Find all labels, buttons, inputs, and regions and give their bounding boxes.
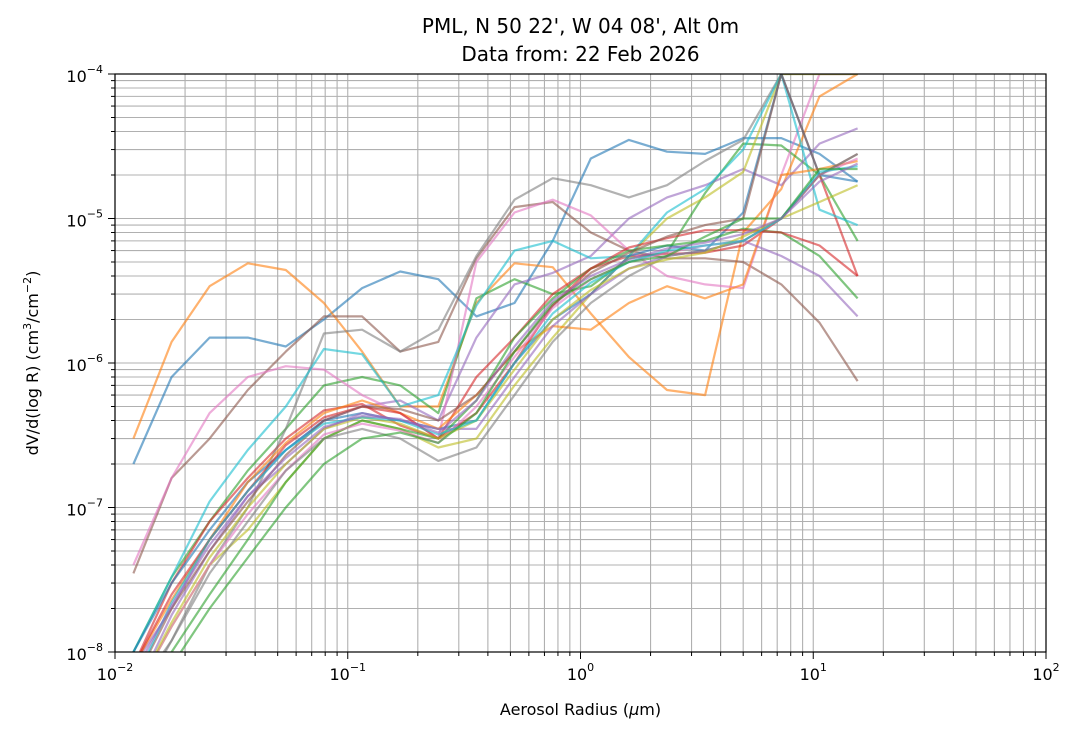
y-tick-labels: 10−8 10−7 10−6 10−5 10−4 (66, 63, 103, 664)
x-tick-label: 10−2 (97, 661, 134, 684)
x-tick-labels: 10−2 10−1 100 101 102 (97, 661, 1060, 684)
series-line-s13 (170, 227, 859, 652)
series-line-s2 (132, 74, 859, 440)
x-axis-label: Aerosol Radius (μm) (500, 700, 661, 719)
series-line-s6 (132, 200, 859, 574)
series-line-s20 (147, 165, 858, 652)
series-line-s4 (138, 173, 859, 652)
axis-ticks (108, 73, 1047, 659)
grid-lines (114, 73, 1047, 653)
x-tick-label: 100 (567, 661, 594, 684)
y-axis-label-group: dV/d(log R) (cm3/cm−2) (21, 271, 42, 456)
x-tick-label: 102 (1032, 661, 1059, 684)
chart-title: PML, N 50 22', W 04 08', Alt 0m (422, 14, 739, 38)
series-line-s21 (179, 167, 858, 652)
series-line-s8 (162, 74, 858, 652)
series-line-s19 (154, 184, 859, 652)
y-tick-label: 10−8 (66, 641, 103, 664)
x-tick-label: 101 (800, 661, 827, 684)
series-line-s1 (132, 137, 859, 465)
series-line-s22 (144, 162, 859, 652)
series-lines (132, 74, 859, 652)
y-tick-label: 10−6 (66, 352, 103, 375)
x-tick-label: 10−1 (329, 661, 366, 684)
y-tick-label: 10−4 (66, 63, 103, 86)
y-tick-label: 10−7 (66, 497, 103, 520)
y-tick-label: 10−5 (66, 208, 103, 231)
y-axis-label: dV/d(log R) (cm3/cm−2) (21, 271, 42, 456)
series-line-s3 (132, 142, 859, 652)
series-line-s9 (156, 74, 858, 652)
series-line-s10 (132, 74, 859, 652)
series-line-s16 (148, 74, 859, 652)
series-line-s14 (139, 229, 859, 652)
series-line-s17 (156, 157, 859, 652)
chart-subtitle: Data from: 22 Feb 2026 (461, 42, 699, 66)
